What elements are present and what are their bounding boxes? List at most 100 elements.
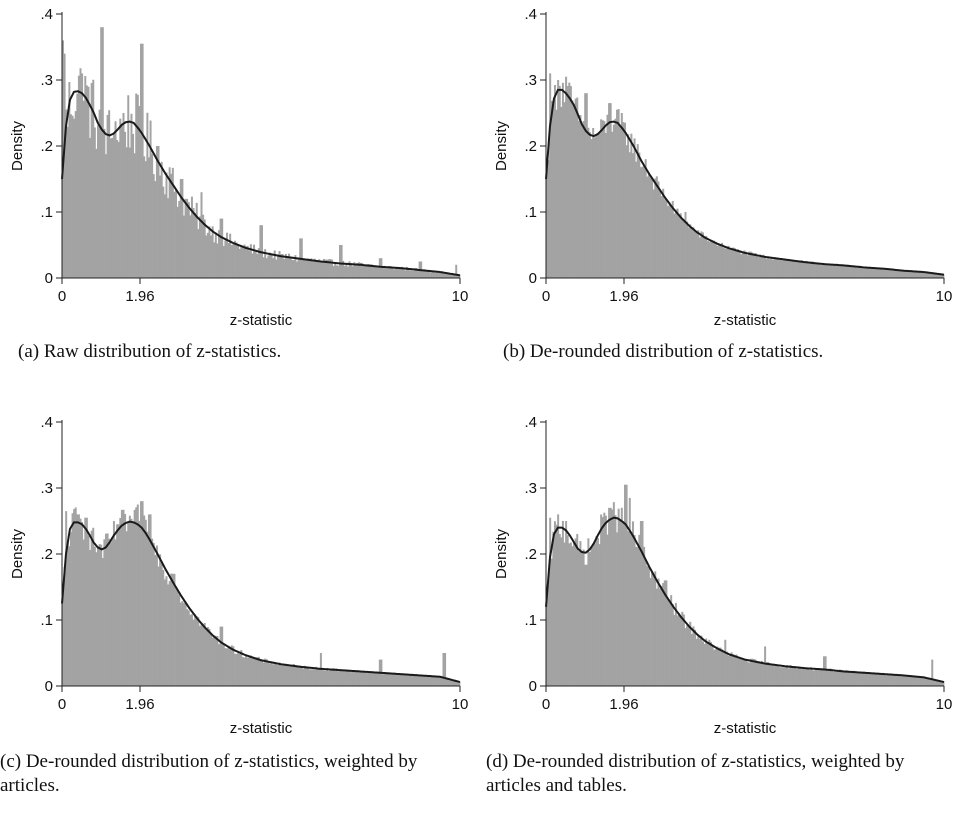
histogram-bar (811, 261, 814, 278)
histogram-bar (248, 250, 251, 278)
histogram-bar (569, 85, 572, 279)
y-tick-label: 0 (529, 270, 537, 287)
histogram-bar (426, 271, 429, 278)
histogram-bar (116, 524, 119, 686)
histogram-bar (101, 557, 104, 686)
histogram-bar (369, 672, 372, 686)
histogram-bar (916, 677, 919, 686)
histogram-bar (733, 655, 736, 686)
histogram-bar (670, 206, 673, 278)
histogram-bar (859, 267, 862, 278)
histogram-bar (897, 270, 900, 278)
histogram-bar (445, 273, 448, 278)
histogram-bar (418, 674, 421, 686)
caption-c: (c) De-rounded distribution of z-statist… (0, 751, 418, 796)
histogram-bar (151, 153, 154, 278)
histogram-bar (182, 602, 185, 686)
histogram-bar (442, 653, 445, 686)
histogram-bar (138, 106, 141, 278)
histogram-bar (725, 248, 728, 278)
histogram-bar (162, 186, 165, 278)
histogram-bar (431, 676, 434, 686)
histogram-bar (811, 670, 814, 686)
histogram-bar (181, 179, 184, 278)
histogram-bar (826, 265, 829, 278)
histogram-bar (65, 511, 68, 686)
histogram-bar (447, 678, 450, 686)
histogram-bar (646, 176, 649, 278)
histogram-bar (93, 127, 96, 278)
histogram-bar (136, 94, 139, 278)
histogram-bar (437, 272, 440, 278)
histogram-bar (628, 497, 631, 686)
histogram-bar (856, 672, 859, 686)
histogram-bar (644, 159, 647, 278)
histogram-bar (432, 272, 435, 278)
histogram-bar (366, 264, 369, 278)
histogram-bar (729, 655, 732, 686)
histogram-bar (620, 507, 623, 686)
histogram-bar (361, 263, 364, 278)
histogram-bar (830, 670, 833, 686)
histogram-bar (611, 509, 614, 686)
histogram-bar (125, 147, 128, 278)
histogram-bar (275, 662, 278, 686)
histogram-bar (872, 674, 875, 686)
histogram-bar (797, 666, 800, 686)
histogram-bar (832, 671, 835, 686)
histogram-bar (229, 648, 232, 686)
histogram-bar (843, 264, 846, 278)
histogram-bar (827, 265, 830, 278)
histogram-bar (195, 616, 198, 686)
histogram-bar (907, 676, 910, 686)
histogram-bar (717, 647, 720, 686)
histogram-bar (455, 264, 458, 278)
histogram-bar (119, 118, 122, 279)
histogram-bar (805, 260, 808, 278)
histogram-bar (219, 626, 222, 686)
histogram-bar (787, 668, 790, 686)
histogram-bar (381, 266, 384, 278)
histogram-bar (741, 252, 744, 278)
histogram-bar (561, 520, 564, 686)
histogram-bar (724, 639, 727, 686)
histogram-bar (719, 245, 722, 278)
histogram-bar (818, 669, 821, 686)
histogram-bar (278, 662, 281, 686)
histogram-bar (549, 517, 552, 686)
histogram-bar (619, 126, 622, 278)
histogram-bar (210, 632, 213, 686)
histogram-bar (823, 265, 825, 278)
histogram-bar (73, 118, 76, 279)
histogram-bar (827, 670, 830, 686)
histogram-bar (84, 76, 87, 278)
histogram-bar (79, 518, 82, 686)
histogram-bar (409, 270, 412, 278)
histogram-bar (198, 625, 201, 686)
histogram-bar (359, 262, 362, 278)
histogram-bar (135, 93, 138, 279)
histogram-bar (842, 265, 845, 278)
histogram-bar (351, 670, 354, 686)
histogram-bar (888, 270, 891, 278)
histogram-bar (93, 546, 96, 686)
histogram-bar (709, 240, 712, 278)
histogram-bar (171, 167, 174, 278)
histogram-bar (149, 120, 152, 278)
histogram-bar (305, 666, 308, 686)
histogram-bar (716, 245, 719, 278)
histogram-bar (708, 241, 711, 278)
histogram-bar (865, 266, 868, 278)
histogram-bar (789, 665, 792, 686)
histogram-bar (175, 589, 178, 686)
histogram-bar (587, 127, 590, 278)
histogram-bar (388, 673, 391, 686)
histogram-bar (133, 509, 136, 686)
histogram-bar (291, 666, 294, 686)
histogram-bar (671, 604, 674, 686)
histogram-bar (711, 241, 714, 278)
histogram-bar (596, 132, 599, 278)
histogram-bars (546, 73, 945, 279)
histogram-bar (128, 147, 131, 278)
histogram-bar (662, 583, 665, 686)
